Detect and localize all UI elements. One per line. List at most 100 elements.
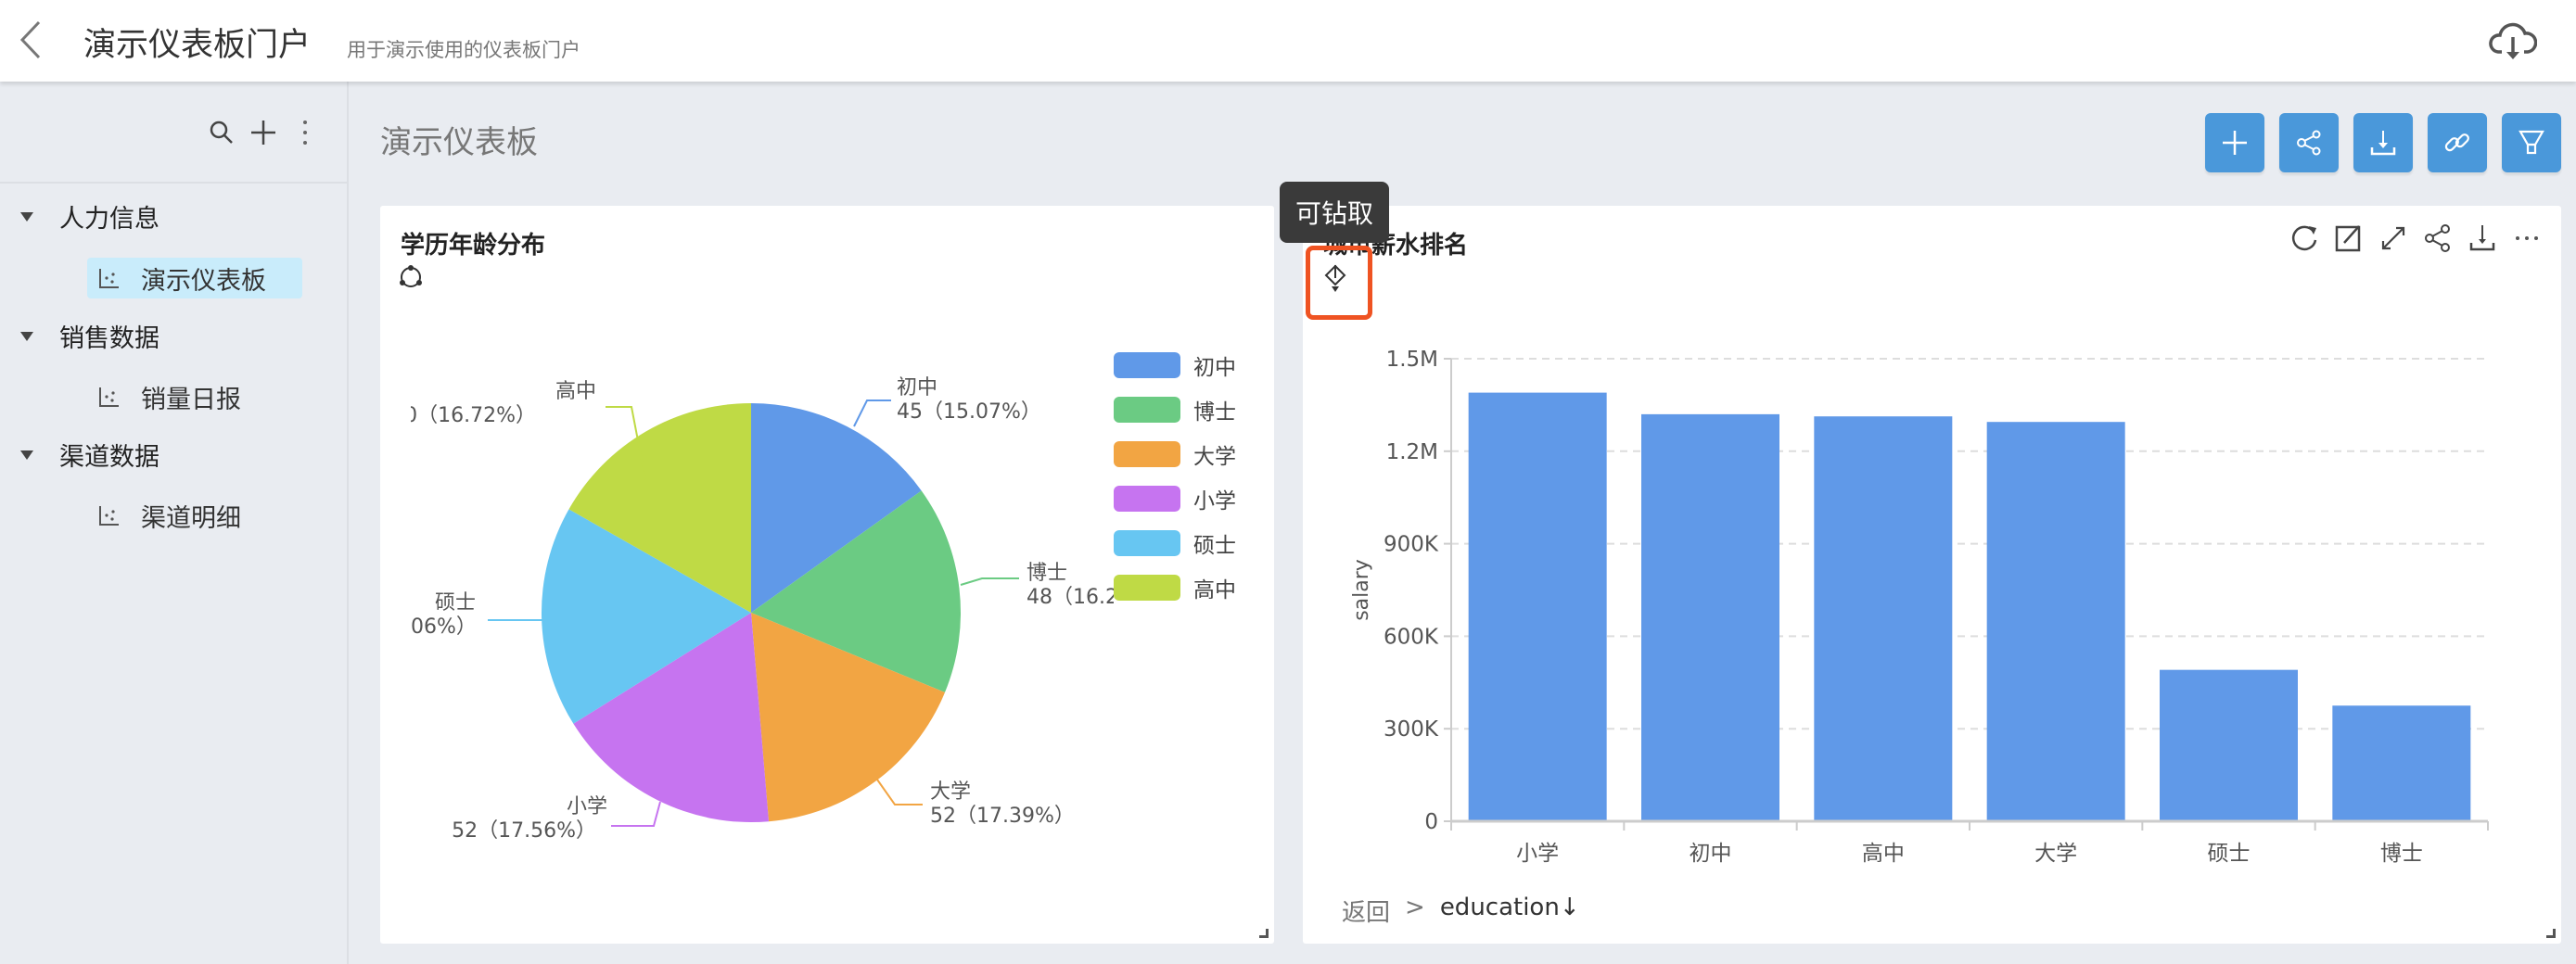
bar[interactable] [1641, 413, 1779, 821]
legend-swatch [1114, 575, 1180, 601]
portal-subtitle: 用于演示使用的仪表板门户 [347, 39, 580, 61]
refresh-icon[interactable] [2289, 222, 2320, 254]
bar[interactable] [1986, 422, 2125, 821]
drill-down-icon[interactable] [1321, 263, 1349, 295]
x-tick-label: 高中 [1862, 842, 1905, 866]
resize-handle[interactable] [2546, 929, 2556, 938]
share-button[interactable] [2279, 113, 2339, 172]
y-tick-label: 1.2M [1386, 440, 1438, 464]
item-label: 销量日报 [141, 385, 241, 414]
download-icon [2370, 131, 2396, 156]
filter-icon [2519, 130, 2544, 155]
sidebar-group-sales[interactable]: 销售数据 [20, 318, 159, 354]
pie-slice[interactable] [751, 403, 922, 613]
pie-slice[interactable] [568, 403, 751, 613]
bar[interactable] [2332, 705, 2471, 821]
legend-label: 初中 [1193, 356, 1236, 380]
pie-leader-line [960, 577, 1019, 586]
pie-legend: 初中博士大学小学硕士高中 [1114, 343, 1236, 610]
pie-leader-line [853, 400, 891, 427]
pie-slice[interactable] [573, 613, 770, 823]
drill-back-link[interactable]: 返回 [1342, 899, 1391, 927]
pie-slice[interactable] [751, 613, 946, 822]
item-label: 演示仪表板 [141, 266, 266, 296]
legend-item[interactable]: 博士 [1114, 387, 1236, 432]
y-tick-label: 300K [1384, 717, 1439, 742]
y-axis-label: salary [1350, 559, 1373, 621]
pie-label-value: 52（17.56%） [452, 819, 596, 843]
chart-title: 学历年龄分布 [401, 232, 546, 260]
legend-swatch [1114, 441, 1180, 467]
more-icon[interactable] [2511, 222, 2543, 254]
chart-icon [99, 269, 119, 288]
item-label: 渠道明细 [141, 503, 241, 533]
pie-slice[interactable] [542, 509, 751, 724]
plus-icon[interactable] [248, 117, 279, 148]
pie-leader-line [606, 406, 646, 480]
pie-chart: 初中 45（15.07%） 博士 48（16.2 大学 52（17.39%） 小… [411, 315, 1264, 871]
legend-item[interactable]: 大学 [1114, 432, 1236, 476]
pie-label-name: 大学 [930, 780, 972, 804]
legend-swatch [1114, 397, 1180, 423]
pie-slice[interactable] [751, 490, 961, 692]
x-tick-label: 博士 [2380, 842, 2423, 866]
pie-label-value: 48（16.2 [1027, 586, 1118, 609]
share-icon[interactable] [2422, 222, 2454, 254]
legend-item[interactable]: 硕士 [1114, 521, 1236, 565]
resize-handle[interactable] [1259, 929, 1269, 938]
drill-tooltip: 可钻取 [1280, 182, 1389, 243]
drill-field[interactable]: education↓ [1439, 894, 1580, 921]
download-button[interactable] [2353, 113, 2413, 172]
pie-label-name: 小学 [566, 795, 607, 818]
pie-svg [488, 400, 1019, 827]
linkage-icon[interactable] [397, 263, 425, 291]
legend-label: 大学 [1193, 445, 1236, 469]
x-tick-label: 初中 [1690, 842, 1732, 866]
expand-icon[interactable] [2378, 222, 2409, 254]
pie-label-name: 初中 [897, 376, 938, 400]
plus-icon [2223, 131, 2247, 155]
header: 演示仪表板门户 用于演示使用的仪表板门户 [0, 0, 2576, 82]
bar[interactable] [1468, 392, 1607, 821]
cloud-download-icon[interactable] [2489, 20, 2537, 61]
bar[interactable] [1814, 416, 1953, 821]
y-tick-label: 900K [1384, 533, 1439, 557]
legend-item[interactable]: 初中 [1114, 343, 1236, 387]
group-label: 渠道数据 [59, 443, 159, 472]
chart-icon [99, 506, 119, 526]
sidebar-item-demo-dashboard[interactable]: 演示仪表板 [87, 258, 302, 298]
y-tick-label: 1.5M [1386, 348, 1438, 372]
legend-swatch [1114, 486, 1180, 512]
x-tick-label: 大学 [2034, 842, 2077, 866]
sidebar [0, 82, 349, 964]
pie-label-name: 高中 [555, 380, 596, 403]
legend-item[interactable]: 高中 [1114, 565, 1236, 610]
sidebar-item-sales-daily[interactable]: 销量日报 [87, 376, 302, 417]
legend-label: 硕士 [1193, 534, 1236, 558]
filter-button[interactable] [2502, 113, 2561, 172]
pie-leader-line [876, 779, 923, 805]
add-button[interactable] [2205, 113, 2264, 172]
pie-label-value: 52（17.39%） [930, 805, 1075, 828]
more-vertical-icon[interactable] [289, 117, 321, 148]
y-tick-label: 600K [1384, 625, 1439, 649]
bar-chart: 0 300K 600K 900K 1.2M 1.5M salary 小学 初中 高中 大学 硕士 博士 [1350, 348, 2489, 866]
pie-label-value: 50（16.72%） [411, 404, 536, 427]
legend-swatch [1114, 352, 1180, 378]
legend-label: 小学 [1193, 489, 1236, 514]
link-button[interactable] [2428, 113, 2487, 172]
sidebar-divider [0, 182, 347, 184]
bar[interactable] [2160, 669, 2298, 821]
search-icon[interactable] [206, 117, 237, 148]
sidebar-item-channel-detail[interactable]: 渠道明细 [87, 495, 302, 536]
edit-icon[interactable] [2333, 222, 2365, 254]
sidebar-group-hr[interactable]: 人力信息 [20, 198, 159, 235]
back-chevron-icon[interactable] [13, 17, 50, 63]
highlight-box [1306, 246, 1372, 320]
sidebar-group-channel[interactable]: 渠道数据 [20, 437, 159, 473]
legend-label: 高中 [1193, 578, 1236, 602]
group-label: 销售数据 [59, 324, 159, 353]
download-icon[interactable] [2467, 222, 2498, 254]
legend-item[interactable]: 小学 [1114, 476, 1236, 521]
caret-down-icon [20, 331, 33, 341]
